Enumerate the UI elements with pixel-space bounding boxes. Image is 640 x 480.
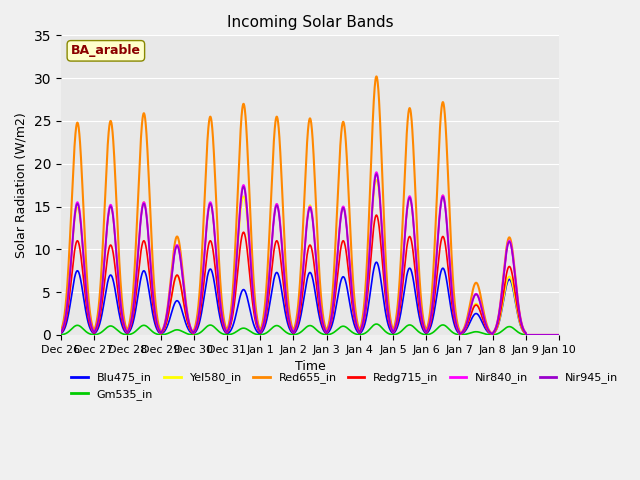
Line: Yel580_in: Yel580_in — [61, 180, 559, 335]
Line: Blu475_in: Blu475_in — [61, 262, 559, 335]
Red655_in — [522, 332, 530, 338]
Blu475_in — [57, 331, 65, 336]
Blu475_in — [324, 330, 332, 336]
Nir840_in — [522, 332, 530, 338]
Red655_in — [335, 172, 342, 178]
Text: BA_arable: BA_arable — [71, 44, 141, 57]
Nir840_in — [525, 332, 533, 338]
Gm535_in — [324, 332, 332, 337]
Redg715_in — [335, 262, 342, 267]
Blu475_in — [556, 332, 563, 338]
Yel580_in — [335, 236, 342, 242]
Redg715_in — [454, 329, 462, 335]
Gm535_in — [525, 332, 533, 338]
Redg715_in — [372, 212, 380, 218]
Red655_in — [525, 332, 533, 338]
Nir840_in — [556, 332, 563, 338]
Blu475_in — [196, 318, 204, 324]
Nir840_in — [57, 329, 65, 335]
Nir945_in — [324, 327, 332, 333]
Yel580_in — [556, 332, 563, 338]
Nir840_in — [454, 327, 462, 333]
Nir945_in — [556, 332, 563, 338]
Gm535_in — [522, 332, 530, 338]
Nir840_in — [511, 275, 519, 280]
Legend: Blu475_in, Gm535_in, Yel580_in, Red655_in, Redg715_in, Nir840_in, Nir945_in: Blu475_in, Gm535_in, Yel580_in, Red655_i… — [67, 368, 623, 404]
Nir945_in — [372, 171, 380, 177]
Yel580_in — [57, 329, 65, 335]
Gm535_in — [372, 321, 380, 327]
Blu475_in — [525, 332, 533, 338]
Yel580_in — [196, 305, 204, 311]
Redg715_in — [57, 330, 65, 336]
Title: Incoming Solar Bands: Incoming Solar Bands — [227, 15, 394, 30]
Redg715_in — [511, 290, 519, 296]
Nir945_in — [196, 304, 204, 310]
Red655_in — [511, 272, 519, 278]
Nir945_in — [525, 332, 533, 338]
Blu475_in — [522, 332, 530, 338]
Gm535_in — [196, 330, 204, 336]
Nir945_in — [454, 328, 462, 334]
Gm535_in — [511, 327, 519, 333]
Nir945_in — [522, 332, 530, 338]
Yel580_in — [522, 332, 530, 338]
Nir945_in — [511, 275, 519, 281]
Blu475_in — [511, 298, 519, 304]
Line: Nir945_in: Nir945_in — [61, 174, 559, 335]
Y-axis label: Solar Radiation (W/m2): Solar Radiation (W/m2) — [15, 112, 28, 258]
Yel580_in — [372, 177, 380, 183]
Red655_in — [196, 286, 204, 292]
Redg715_in — [556, 332, 563, 338]
Redg715_in — [196, 312, 204, 318]
Nir945_in — [335, 237, 342, 242]
Line: Red655_in: Red655_in — [61, 76, 559, 335]
Blu475_in — [372, 259, 380, 265]
Line: Nir840_in: Nir840_in — [61, 172, 559, 335]
Gm535_in — [335, 325, 342, 331]
Red655_in — [372, 73, 380, 79]
Redg715_in — [324, 329, 332, 335]
X-axis label: Time: Time — [294, 360, 325, 373]
Nir945_in — [57, 329, 65, 335]
Red655_in — [454, 324, 462, 330]
Yel580_in — [454, 327, 462, 333]
Nir840_in — [335, 236, 342, 241]
Nir840_in — [372, 169, 380, 175]
Blu475_in — [454, 330, 462, 336]
Nir840_in — [196, 304, 204, 310]
Yel580_in — [511, 296, 519, 302]
Red655_in — [57, 327, 65, 333]
Gm535_in — [556, 332, 563, 338]
Yel580_in — [525, 332, 533, 338]
Gm535_in — [57, 332, 65, 337]
Nir840_in — [324, 327, 332, 333]
Line: Redg715_in: Redg715_in — [61, 215, 559, 335]
Line: Gm535_in: Gm535_in — [61, 324, 559, 335]
Redg715_in — [525, 332, 533, 338]
Gm535_in — [454, 332, 462, 337]
Redg715_in — [522, 332, 530, 338]
Blu475_in — [335, 288, 342, 294]
Red655_in — [556, 332, 563, 338]
Yel580_in — [324, 327, 332, 333]
Red655_in — [324, 324, 332, 330]
